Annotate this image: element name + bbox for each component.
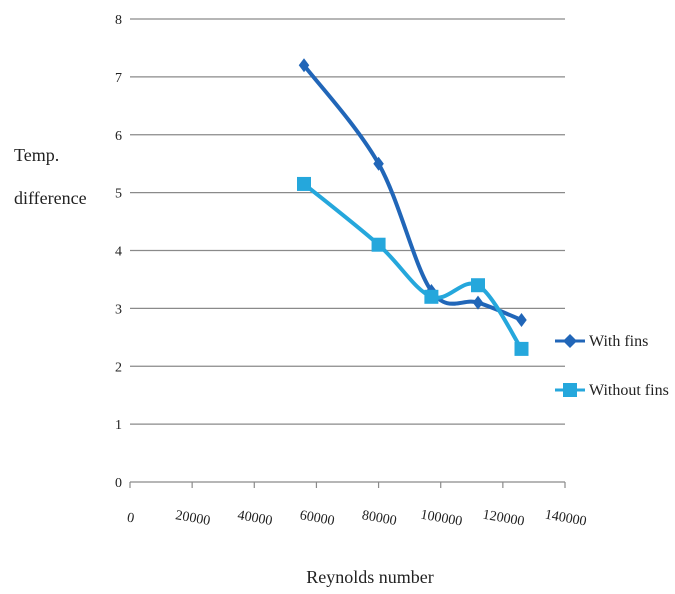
y-tick-label: 3 bbox=[115, 302, 122, 317]
y-tick-label: 8 bbox=[115, 13, 122, 28]
x-tick-label: 60000 bbox=[298, 508, 335, 529]
series-line bbox=[302, 181, 524, 351]
data-point-diamond bbox=[516, 312, 527, 327]
series-layer bbox=[297, 58, 529, 356]
data-point-diamond bbox=[472, 295, 484, 310]
y-axis-title-line-1: Temp. bbox=[14, 145, 59, 165]
x-tick-label: 100000 bbox=[419, 508, 463, 530]
x-tick-labels: 0 20000 40000 60000 80000 100000 120000 140000 bbox=[126, 508, 588, 530]
legend-item-with-fins: With fins bbox=[555, 333, 648, 350]
legend-swatch-square-icon bbox=[563, 383, 577, 397]
x-tick-label: 120000 bbox=[481, 508, 525, 530]
data-point-square bbox=[371, 237, 386, 252]
data-point-square bbox=[514, 341, 529, 356]
x-tick-label: 140000 bbox=[544, 508, 588, 530]
x-axis-title: Reynolds number bbox=[306, 567, 434, 587]
y-tick-label: 6 bbox=[115, 129, 122, 144]
data-point-diamond bbox=[373, 156, 384, 171]
data-point-square bbox=[297, 176, 311, 191]
legend-item-without-fins: Without fins bbox=[555, 382, 669, 399]
x-tick-label: 20000 bbox=[174, 508, 211, 529]
y-tick-label: 4 bbox=[115, 245, 122, 260]
x-tick-label: 80000 bbox=[361, 508, 398, 529]
data-point-square bbox=[424, 289, 439, 304]
y-tick-label: 5 bbox=[115, 187, 122, 202]
legend-swatch-diamond-icon bbox=[563, 334, 577, 348]
y-tick-label: 7 bbox=[115, 71, 122, 86]
gridlines bbox=[129, 18, 566, 488]
y-tick-label: 1 bbox=[115, 418, 122, 433]
x-tick-label: 0 bbox=[126, 511, 135, 527]
data-point-diamond bbox=[298, 58, 310, 73]
y-axis-title-line-2: difference bbox=[14, 188, 87, 208]
data-point-square bbox=[471, 278, 485, 293]
y-tick-label: 0 bbox=[115, 476, 122, 491]
x-tick-label: 40000 bbox=[236, 508, 273, 529]
legend-label-with-fins: With fins bbox=[589, 333, 648, 350]
series-1 bbox=[297, 176, 529, 356]
series-line bbox=[302, 63, 524, 322]
legend-label-without-fins: Without fins bbox=[589, 382, 669, 399]
y-tick-labels: 0 1 2 3 4 5 6 7 8 bbox=[115, 13, 122, 491]
y-tick-label: 2 bbox=[115, 360, 122, 375]
legend: With fins Without fins bbox=[555, 333, 669, 399]
